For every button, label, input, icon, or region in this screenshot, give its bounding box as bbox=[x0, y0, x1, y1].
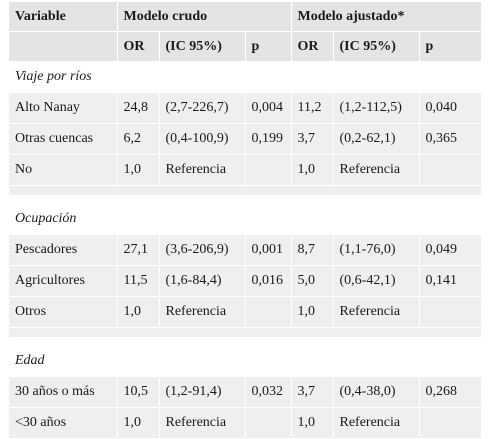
or-adjusted: 3,7 bbox=[291, 376, 334, 408]
header-group-adjusted: Modelo ajustado* bbox=[291, 2, 482, 32]
spacer-cell bbox=[9, 195, 482, 204]
section-spacer bbox=[9, 337, 482, 346]
p-crude bbox=[245, 407, 292, 439]
or-crude: 1,0 bbox=[117, 407, 160, 439]
spacer-cell bbox=[9, 185, 482, 196]
p-adjusted bbox=[419, 296, 482, 328]
header-variable: Variable bbox=[9, 2, 118, 32]
spacer-cell bbox=[9, 337, 482, 346]
section-title: Viaje por ríos bbox=[9, 61, 482, 93]
ic-crude: (0,4-100,9) bbox=[159, 123, 246, 155]
ic-adjusted: (1,2-112,5) bbox=[333, 92, 420, 124]
or-adjusted: 1,0 bbox=[291, 407, 334, 439]
or-crude: 1,0 bbox=[117, 296, 160, 328]
p-crude: 0,001 bbox=[245, 234, 292, 266]
p-adjusted: 0,268 bbox=[419, 376, 482, 408]
section-spacer bbox=[9, 195, 482, 204]
or-crude: 27,1 bbox=[117, 234, 160, 266]
table-body: Viaje por ríos Alto Nanay 24,8 (2,7-226,7) 0… bbox=[9, 61, 482, 439]
header-p-adjusted: p bbox=[419, 31, 482, 62]
p-crude: 0,016 bbox=[245, 265, 292, 297]
ic-adjusted: (1,1-76,0) bbox=[333, 234, 420, 266]
or-adjusted: 3,7 bbox=[291, 123, 334, 155]
header-p-crude: p bbox=[245, 31, 292, 62]
ic-crude: (1,2-91,4) bbox=[159, 376, 246, 408]
p-crude: 0,032 bbox=[245, 376, 292, 408]
ic-crude: Referencia bbox=[159, 154, 246, 186]
p-crude: 0,004 bbox=[245, 92, 292, 124]
table-row: Otros 1,0 Referencia 1,0 Referencia bbox=[9, 296, 482, 328]
table-row: 30 años o más 10,5 (1,2-91,4) 0,032 3,7 (0,4-… bbox=[9, 376, 482, 408]
table-row: Agricultores 11,5 (1,6-84,4) 0,016 5,0 (0,6-4… bbox=[9, 265, 482, 297]
ic-crude: (3,6-206,9) bbox=[159, 234, 246, 266]
p-adjusted: 0,040 bbox=[419, 92, 482, 124]
header-or-crude: OR bbox=[117, 31, 160, 62]
section-header-row: Ocupación bbox=[9, 203, 482, 235]
or-adjusted: 8,7 bbox=[291, 234, 334, 266]
ic-crude: (2,7-226,7) bbox=[159, 92, 246, 124]
section-spacer bbox=[9, 327, 482, 338]
p-adjusted: 0,141 bbox=[419, 265, 482, 297]
section-header-row: Viaje por ríos bbox=[9, 61, 482, 93]
section-title: Edad bbox=[9, 345, 482, 377]
ic-crude: (1,6-84,4) bbox=[159, 265, 246, 297]
row-label: Pescadores bbox=[9, 234, 118, 266]
p-crude bbox=[245, 296, 292, 328]
table-row: No 1,0 Referencia 1,0 Referencia bbox=[9, 154, 482, 186]
table-row: Pescadores 27,1 (3,6-206,9) 0,001 8,7 (1,1-76… bbox=[9, 234, 482, 266]
header-row-groups: Variable Modelo crudo Modelo ajustado* bbox=[9, 2, 482, 32]
or-crude: 1,0 bbox=[117, 154, 160, 186]
or-adjusted: 5,0 bbox=[291, 265, 334, 297]
results-table: Variable Modelo crudo Modelo ajustado* O… bbox=[9, 2, 482, 439]
section-header-row: Edad bbox=[9, 345, 482, 377]
section-spacer bbox=[9, 185, 482, 196]
header-group-crude: Modelo crudo bbox=[117, 2, 292, 32]
p-adjusted bbox=[419, 407, 482, 439]
or-crude: 11,5 bbox=[117, 265, 160, 297]
p-crude bbox=[245, 154, 292, 186]
ic-adjusted: (0,4-38,0) bbox=[333, 376, 420, 408]
row-label: Otros bbox=[9, 296, 118, 328]
or-crude: 6,2 bbox=[117, 123, 160, 155]
row-label: Agricultores bbox=[9, 265, 118, 297]
p-adjusted: 0,365 bbox=[419, 123, 482, 155]
ic-adjusted: (0,6-42,1) bbox=[333, 265, 420, 297]
section-title: Ocupación bbox=[9, 203, 482, 235]
header-ic-adjusted: (IC 95%) bbox=[333, 31, 420, 62]
table-row: Alto Nanay 24,8 (2,7-226,7) 0,004 11,2 (1,2-1… bbox=[9, 92, 482, 124]
or-adjusted: 1,0 bbox=[291, 296, 334, 328]
or-crude: 10,5 bbox=[117, 376, 160, 408]
ic-crude: Referencia bbox=[159, 296, 246, 328]
row-label: Alto Nanay bbox=[9, 92, 118, 124]
ic-adjusted: Referencia bbox=[333, 154, 420, 186]
row-label: 30 años o más bbox=[9, 376, 118, 408]
header-or-adjusted: OR bbox=[291, 31, 334, 62]
row-label: Otras cuencas bbox=[9, 123, 118, 155]
row-label: <30 años bbox=[9, 407, 118, 439]
or-crude: 24,8 bbox=[117, 92, 160, 124]
header-row-columns: OR (IC 95%) p OR (IC 95%) p bbox=[9, 31, 482, 62]
table-row: Otras cuencas 6,2 (0,4-100,9) 0,199 3,7 (0,2-… bbox=[9, 123, 482, 155]
p-crude: 0,199 bbox=[245, 123, 292, 155]
header-empty-cell bbox=[9, 31, 118, 62]
ic-adjusted: Referencia bbox=[333, 296, 420, 328]
row-label: No bbox=[9, 154, 118, 186]
table-row: <30 años 1,0 Referencia 1,0 Referencia bbox=[9, 407, 482, 439]
p-adjusted bbox=[419, 154, 482, 186]
p-adjusted: 0,049 bbox=[419, 234, 482, 266]
spacer-cell bbox=[9, 327, 482, 338]
ic-adjusted: Referencia bbox=[333, 407, 420, 439]
header-ic-crude: (IC 95%) bbox=[159, 31, 246, 62]
ic-crude: Referencia bbox=[159, 407, 246, 439]
ic-adjusted: (0,2-62,1) bbox=[333, 123, 420, 155]
or-adjusted: 1,0 bbox=[291, 154, 334, 186]
or-adjusted: 11,2 bbox=[291, 92, 334, 124]
